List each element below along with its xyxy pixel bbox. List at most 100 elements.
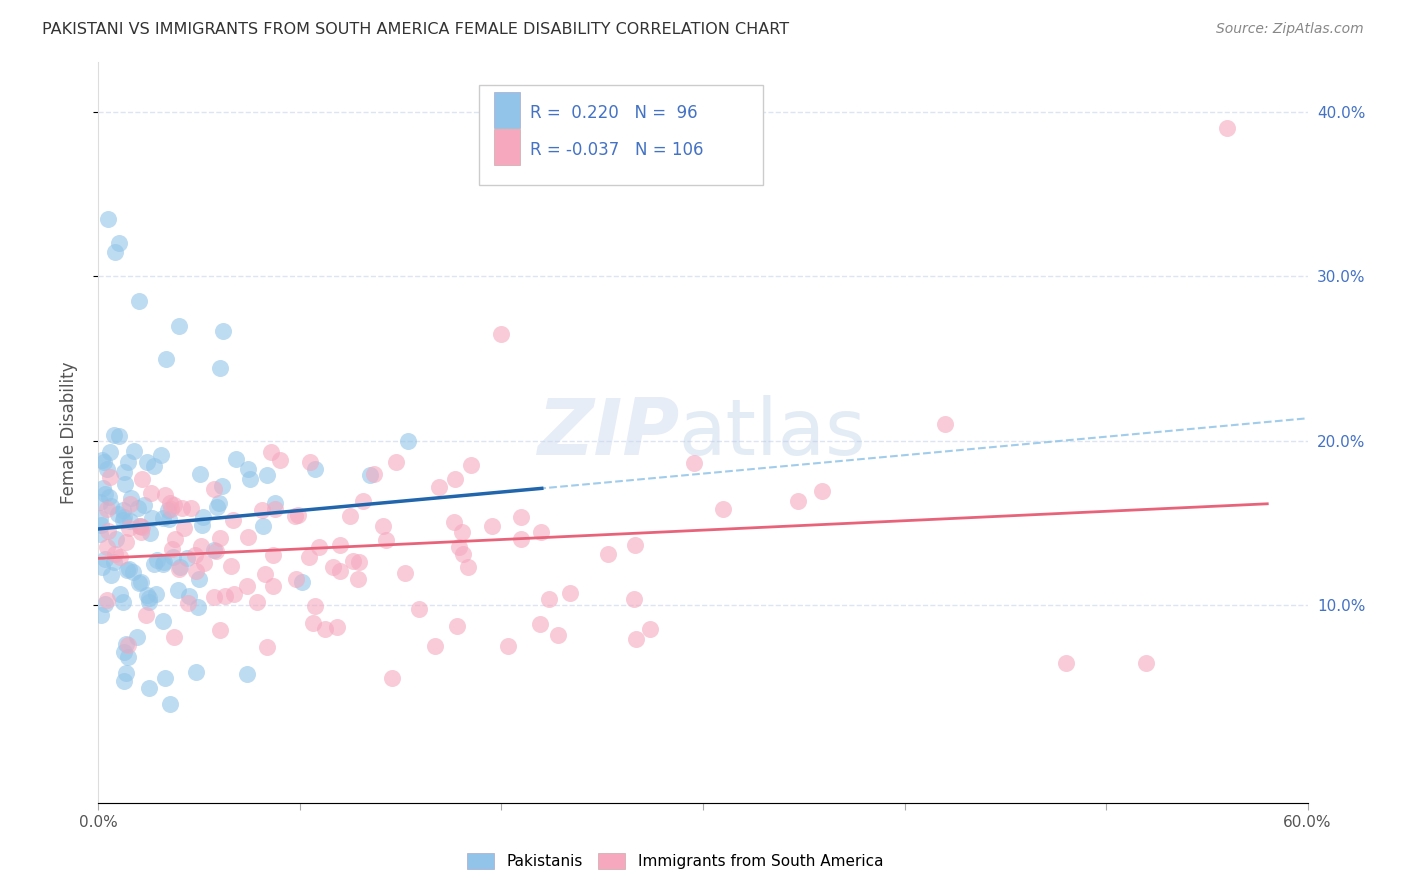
Point [304,462,326,476]
Point [115,563,138,577]
Point [188,467,211,481]
Point [457,559,479,574]
Point [159,501,181,516]
Point [443,515,465,529]
Point [342,553,364,567]
Point [269,453,291,467]
Point [1135,656,1157,670]
Point [214,589,236,603]
Point [291,574,314,589]
Point [211,479,233,493]
Point [547,628,569,642]
Point [114,665,136,680]
Point [112,594,135,608]
Point [117,521,139,535]
Point [225,451,247,466]
Text: Source: ZipAtlas.com: Source: ZipAtlas.com [1216,22,1364,37]
Point [94,486,117,500]
Point [326,620,349,634]
Point [177,596,200,610]
Point [385,455,408,469]
Point [145,586,167,600]
Point [112,510,135,524]
Point [359,468,381,483]
Point [304,599,326,613]
Point [219,558,242,573]
Point [162,541,184,556]
Point [90,453,112,467]
Point [638,622,661,636]
Point [396,434,419,449]
Point [530,525,553,540]
Point [682,457,704,471]
Point [329,538,352,552]
Point [112,645,135,659]
Point [138,595,160,609]
Point [142,557,165,571]
Text: atlas: atlas [679,394,866,471]
Point [122,443,145,458]
Point [298,455,321,469]
Point [811,484,834,499]
Point [108,586,131,600]
Point [152,557,174,571]
Point [287,508,309,522]
Point [97,211,120,226]
Point [163,631,186,645]
Point [156,503,179,517]
Point [173,521,195,535]
Text: ZIP: ZIP [537,394,679,471]
Point [96,524,118,538]
Point [262,548,284,562]
Point [208,495,231,509]
Point [787,494,810,508]
Point [138,681,160,696]
Point [163,498,186,512]
Point [114,476,136,491]
Text: R =  0.220   N =  96: R = 0.220 N = 96 [530,103,697,122]
Point [96,593,118,607]
Point [131,520,153,534]
Point [212,324,235,338]
Point [111,502,134,516]
Text: R = -0.037   N = 106: R = -0.037 N = 106 [530,141,703,159]
Point [352,494,374,508]
Point [89,511,111,525]
Point [135,607,157,622]
Point [460,458,482,473]
Point [139,525,162,540]
Point [711,501,734,516]
Point [256,468,278,483]
Point [131,472,153,486]
Point [131,575,153,590]
Point [107,236,129,251]
Point [481,519,503,533]
Point [236,579,259,593]
Point [934,417,956,432]
Point [121,565,143,579]
Point [112,673,135,688]
Point [236,462,259,476]
Point [284,509,307,524]
Text: PAKISTANI VS IMMIGRANTS FROM SOUTH AMERICA FEMALE DISABILITY CORRELATION CHART: PAKISTANI VS IMMIGRANTS FROM SOUTH AMERI… [42,22,789,37]
Point [263,496,285,510]
Point [449,540,471,554]
Point [105,532,128,546]
Point [264,502,287,516]
Point [153,555,176,569]
Point [118,514,141,528]
Point [260,445,283,459]
Point [155,671,177,685]
Point [152,614,174,628]
Point [558,585,581,599]
Point [408,602,430,616]
Point [246,595,269,609]
Point [112,466,135,480]
Point [141,510,163,524]
Point [115,637,138,651]
Point [394,566,416,581]
Point [193,556,215,570]
Point [236,666,259,681]
Legend: Pakistanis, Immigrants from South America: Pakistanis, Immigrants from South Americ… [461,847,889,875]
Point [256,640,278,654]
